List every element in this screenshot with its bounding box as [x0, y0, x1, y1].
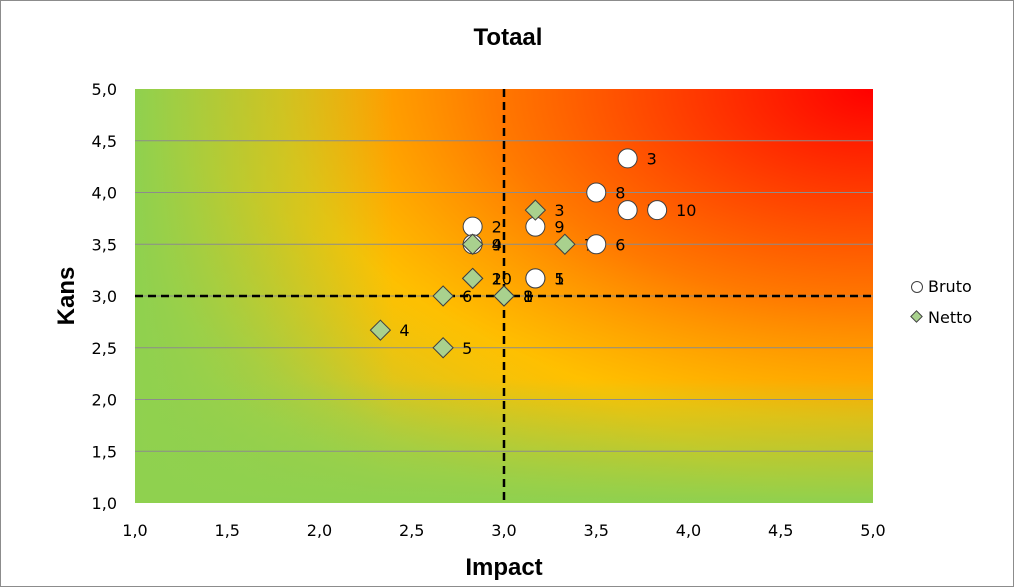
legend: Bruto Netto	[910, 277, 972, 327]
bruto-point	[525, 268, 546, 289]
bruto-point	[586, 234, 607, 255]
bruto-point-label: 3	[647, 149, 657, 168]
y-tick-label: 1,5	[92, 442, 117, 461]
netto-point	[432, 337, 454, 359]
bruto-point	[617, 200, 638, 221]
legend-bruto-icon	[911, 281, 923, 293]
bruto-point	[647, 200, 668, 221]
netto-point	[461, 233, 484, 255]
netto-point-label: 8	[523, 287, 533, 306]
netto-point-label: 9	[492, 235, 502, 254]
y-tick-label: 4,0	[92, 184, 117, 203]
data-markers	[369, 148, 668, 359]
legend-netto-icon	[910, 310, 923, 323]
netto-point-label: 3	[554, 201, 564, 220]
bruto-point	[617, 148, 638, 169]
netto-point-label: 2	[492, 269, 502, 288]
netto-point	[493, 285, 515, 307]
y-axis-title: Kans	[53, 267, 80, 326]
legend-netto-label: Netto	[928, 308, 972, 327]
x-axis-ticks: 1,0 1,5 2,0 2,5 3,0 3,5 4,0 4,5 5,0	[122, 521, 885, 540]
x-tick-label: 2,0	[307, 521, 332, 540]
x-tick-label: 3,5	[584, 521, 609, 540]
netto-point	[432, 285, 454, 307]
y-tick-label: 2,5	[92, 339, 117, 358]
netto-point	[461, 267, 484, 290]
legend-bruto-label: Bruto	[928, 277, 972, 296]
x-tick-label: 5,0	[860, 521, 885, 540]
x-tick-label: 4,0	[676, 521, 701, 540]
netto-point-label: 6	[462, 287, 472, 306]
y-tick-label: 3,0	[92, 287, 117, 306]
x-axis-title: Impact	[465, 554, 542, 581]
y-tick-label: 1,0	[92, 494, 117, 513]
netto-point-label: 1	[523, 287, 533, 306]
point-labels: 2938710645137921061845	[399, 149, 696, 357]
bruto-point	[462, 216, 483, 237]
chart-title: Totaal	[474, 24, 543, 51]
x-tick-label: 3,0	[491, 521, 516, 540]
bruto-point-label: 4	[492, 235, 502, 254]
netto-point-label: 5	[462, 339, 472, 358]
y-axis-ticks: 1,0 1,5 2,0 2,5 3,0 3,5 4,0 4,5 5,0	[92, 80, 117, 513]
y-tick-label: 2,0	[92, 391, 117, 410]
x-tick-label: 1,5	[215, 521, 240, 540]
netto-point	[524, 199, 547, 221]
bruto-point-label: 8	[615, 184, 625, 203]
bruto-point-label: 10	[676, 201, 696, 220]
bruto-point-label: 6	[615, 235, 625, 254]
netto-point-label: 10	[492, 269, 512, 288]
gridlines	[135, 140, 873, 452]
bruto-point-label: 1	[554, 269, 564, 288]
bruto-point-label: 9	[554, 218, 564, 237]
y-tick-label: 5,0	[92, 80, 117, 99]
bruto-point-label: 5	[554, 269, 564, 288]
netto-point-label: 4	[399, 321, 409, 340]
bruto-point-label: 2	[492, 218, 502, 237]
netto-point	[369, 319, 392, 341]
x-tick-label: 1,0	[122, 521, 147, 540]
y-tick-label: 3,5	[92, 235, 117, 254]
bruto-point	[586, 182, 607, 203]
y-tick-label: 4,5	[92, 132, 117, 151]
x-tick-label: 2,5	[399, 521, 424, 540]
netto-point	[554, 233, 576, 255]
x-tick-label: 4,5	[768, 521, 793, 540]
